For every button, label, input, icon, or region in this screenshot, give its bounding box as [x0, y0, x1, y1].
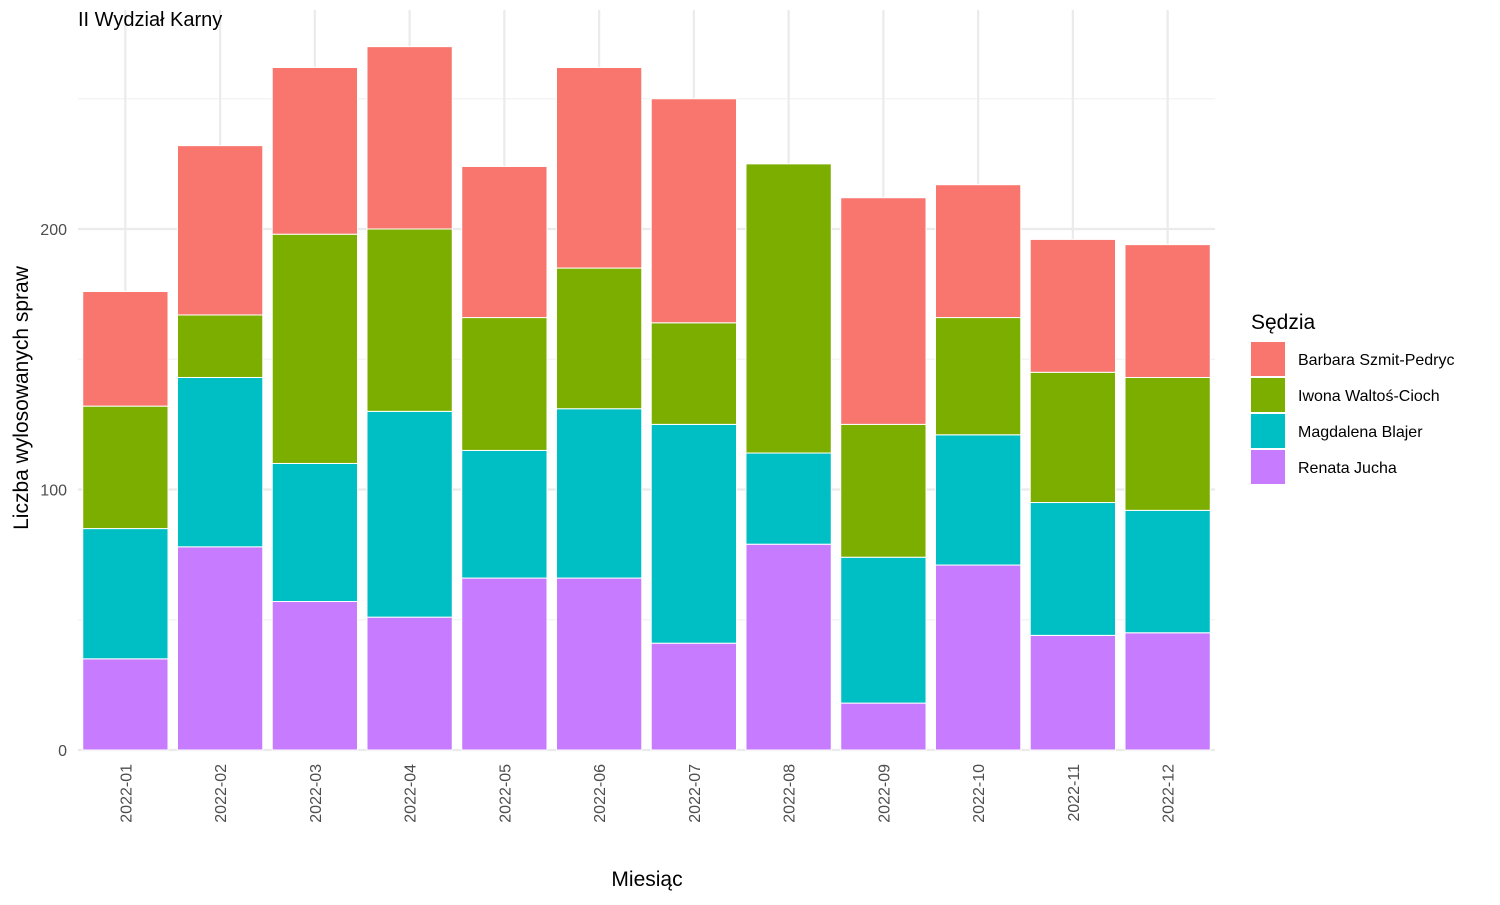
- x-tick-label: 2022-05: [497, 764, 514, 823]
- bar-segment: [82, 658, 169, 751]
- legend: Sędzia Barbara Szmit-Pedryc Iwona Waltoś-…: [1251, 311, 1455, 484]
- x-tick-label: 2022-10: [971, 764, 988, 823]
- bar-segment: [840, 423, 927, 558]
- bar-segment: [461, 317, 548, 451]
- axis-layer: 0 100 200 2022-01 2022-02 2022-03 2022-04 2022-…: [40, 222, 1177, 823]
- bar-segment: [176, 314, 264, 378]
- bar-segment: [366, 410, 453, 618]
- x-tick-label: 2022-11: [1066, 764, 1083, 822]
- bar-segment: [1029, 634, 1117, 751]
- bar-segment: [461, 165, 548, 319]
- bar-segment: [650, 642, 738, 751]
- bar-segment: [271, 66, 359, 235]
- bar-segment: [366, 228, 453, 412]
- bar-segment: [840, 197, 927, 425]
- y-tick-label: 200: [40, 222, 67, 239]
- bar-segment: [650, 423, 738, 644]
- legend-swatch: [1251, 378, 1285, 412]
- bar-segment: [176, 546, 264, 751]
- legend-title: Sędzia: [1251, 311, 1316, 334]
- chart-title: II Wydział Karny: [78, 9, 222, 31]
- y-tick-label: 0: [58, 743, 67, 760]
- bar-segment: [176, 376, 264, 548]
- x-tick-label: 2022-07: [687, 764, 704, 823]
- x-tick-label: 2022-06: [592, 764, 609, 823]
- x-tick-label: 2022-08: [782, 764, 799, 823]
- bar-segment: [461, 577, 548, 751]
- x-tick-label: 2022-02: [213, 764, 230, 823]
- bar-segment: [366, 46, 453, 230]
- bar-segment: [555, 66, 643, 269]
- bar-segment: [366, 616, 453, 751]
- bar-segment: [934, 317, 1022, 436]
- bar-segment: [176, 145, 264, 316]
- bar-segment: [745, 163, 832, 454]
- bar-segment: [745, 543, 832, 751]
- bar-segment: [461, 449, 548, 579]
- bar-segment: [1124, 509, 1211, 634]
- x-tick-label: 2022-09: [876, 764, 893, 823]
- bar-segment: [271, 601, 359, 751]
- legend-label: Barbara Szmit-Pedryc: [1298, 352, 1455, 369]
- bar-segment: [840, 702, 927, 751]
- bar-segment: [271, 233, 359, 464]
- x-tick-label: 2022-12: [1161, 764, 1178, 823]
- bar-segment: [934, 564, 1022, 751]
- bars-layer: [82, 46, 1211, 751]
- legend-label: Iwona Waltoś-Cioch: [1298, 388, 1440, 405]
- x-axis-title: Miesiąc: [611, 868, 682, 891]
- x-tick-label: 2022-04: [403, 764, 420, 823]
- bar-segment: [934, 184, 1022, 319]
- bar-segment: [1029, 502, 1117, 636]
- bar-segment: [555, 408, 643, 579]
- bar-segment: [745, 452, 832, 545]
- legend-swatch: [1251, 450, 1285, 484]
- bar-segment: [555, 267, 643, 410]
- bar-segment: [1124, 244, 1211, 378]
- legend-label: Renata Jucha: [1298, 460, 1397, 477]
- bar-segment: [1124, 632, 1211, 751]
- bar-segment: [82, 291, 169, 407]
- x-tick-label: 2022-03: [308, 764, 325, 823]
- y-tick-label: 100: [40, 483, 67, 500]
- bar-segment: [555, 577, 643, 751]
- legend-swatch: [1251, 342, 1285, 376]
- bar-segment: [82, 528, 169, 660]
- legend-swatch: [1251, 414, 1285, 448]
- bar-segment: [82, 405, 169, 530]
- bar-segment: [1029, 371, 1117, 504]
- bar-segment: [840, 556, 927, 704]
- y-axis-title: Liczba wylosowanych spraw: [10, 265, 33, 530]
- legend-label: Magdalena Blajer: [1298, 424, 1423, 441]
- bar-segment: [650, 322, 738, 425]
- x-tick-label: 2022-01: [118, 764, 135, 823]
- bar-segment: [934, 434, 1022, 566]
- bar-segment: [1029, 238, 1117, 373]
- bar-segment: [1124, 376, 1211, 511]
- bar-segment: [650, 98, 738, 324]
- bar-segment: [271, 462, 359, 603]
